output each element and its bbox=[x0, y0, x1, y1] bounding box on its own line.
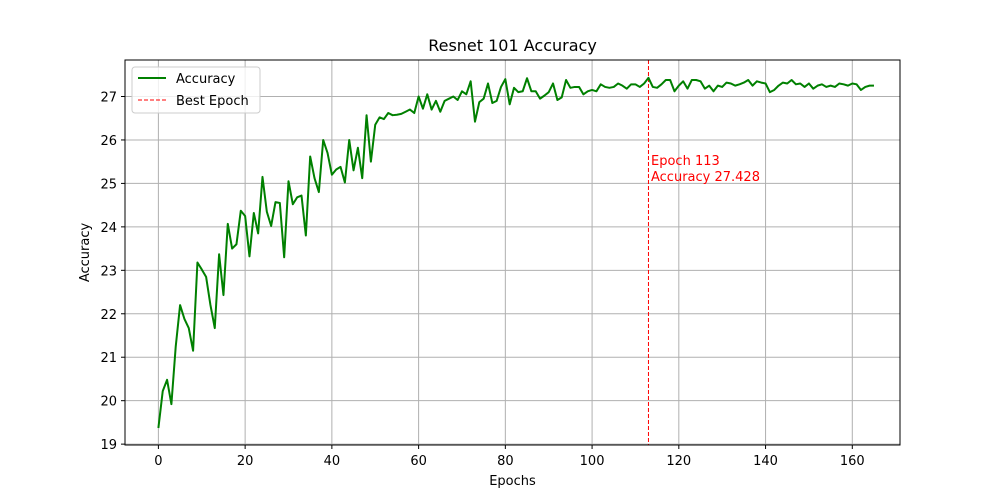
accuracy-series-line bbox=[157, 76, 874, 429]
x-tick-label: 40 bbox=[324, 454, 341, 469]
y-tick-label: 25 bbox=[100, 177, 117, 192]
x-tick-label: 80 bbox=[497, 454, 514, 469]
y-tick-label: 21 bbox=[100, 351, 117, 366]
x-tick-label: 20 bbox=[237, 454, 254, 469]
annotation-epoch: Epoch 113 bbox=[651, 154, 720, 169]
x-axis-ticks: 0 20 40 60 80 100 120 140 160 bbox=[154, 445, 865, 469]
series-layer bbox=[157, 76, 874, 429]
legend-accuracy-label: Accuracy bbox=[176, 72, 236, 87]
y-axis-ticks: 19 20 21 22 23 24 25 26 27 bbox=[100, 91, 125, 453]
y-tick-label: 22 bbox=[100, 308, 117, 323]
y-axis-label: Accuracy bbox=[78, 223, 93, 283]
y-tick-label: 20 bbox=[100, 395, 117, 410]
y-tick-label: 24 bbox=[100, 221, 117, 236]
x-axis-label: Epochs bbox=[489, 474, 536, 489]
y-tick-label: 27 bbox=[100, 91, 117, 106]
x-tick-label: 160 bbox=[840, 454, 865, 469]
y-tick-label: 26 bbox=[100, 134, 117, 149]
y-tick-label: 19 bbox=[100, 438, 117, 453]
x-tick-label: 60 bbox=[410, 454, 427, 469]
y-tick-label: 23 bbox=[100, 264, 117, 279]
best-epoch-annotation: Epoch 113 Accuracy 27.428 bbox=[651, 154, 760, 185]
legend-best-epoch-label: Best Epoch bbox=[176, 94, 249, 109]
x-tick-label: 0 bbox=[154, 454, 162, 469]
x-tick-label: 100 bbox=[580, 454, 605, 469]
x-tick-label: 140 bbox=[753, 454, 778, 469]
annotation-accuracy: Accuracy 27.428 bbox=[651, 170, 760, 185]
legend: Accuracy Best Epoch bbox=[131, 66, 261, 114]
grid bbox=[125, 60, 900, 445]
x-tick-label: 120 bbox=[666, 454, 691, 469]
plot-frame bbox=[124, 59, 901, 446]
chart-title: Resnet 101 Accuracy bbox=[428, 36, 597, 55]
